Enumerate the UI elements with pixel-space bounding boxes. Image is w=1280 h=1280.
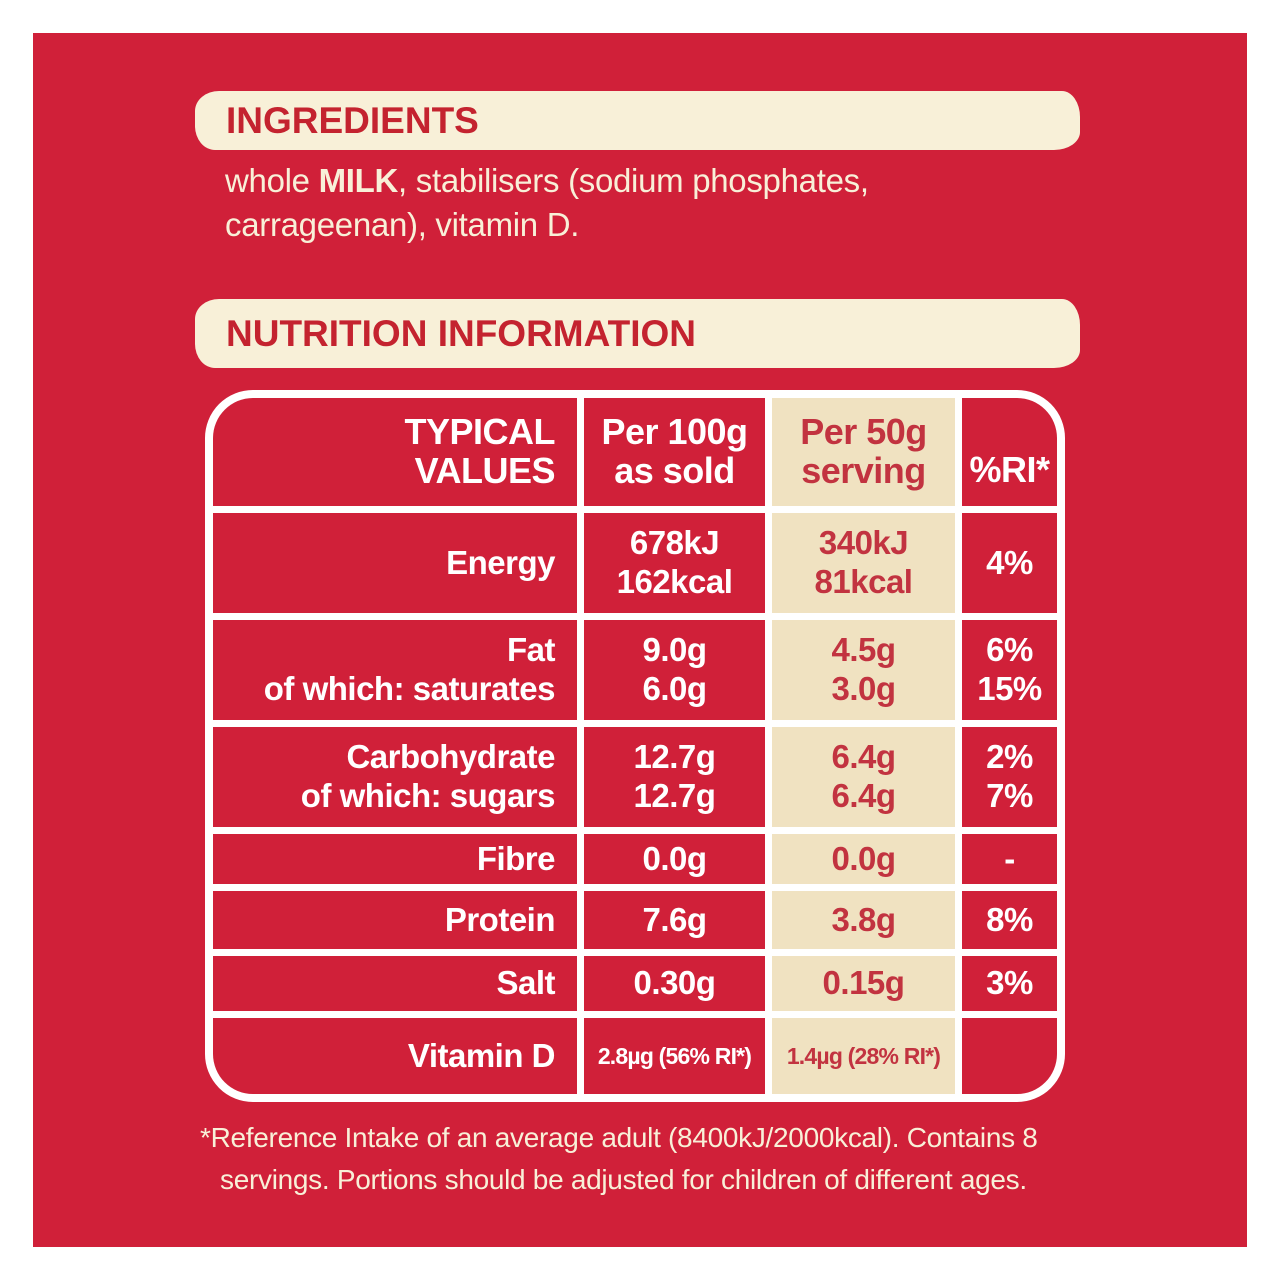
row-vitamin-d-per50: 1.4µg (28% RI*) bbox=[772, 1018, 955, 1094]
footnote-line-2: servings. Portions should be adjusted fo… bbox=[220, 1164, 1027, 1195]
row-salt-ri: 3% bbox=[962, 956, 1057, 1011]
ingredient-milk-allergen: MILK bbox=[318, 162, 399, 199]
row-carbohydrate-ri: 2% 7% bbox=[962, 727, 1057, 827]
footnote-line-1: *Reference Intake of an average adult (8… bbox=[200, 1122, 1038, 1153]
header-typical-values: TYPICAL VALUES bbox=[213, 398, 577, 506]
row-carbohydrate-label: Carbohydrate of which: sugars bbox=[213, 727, 577, 827]
ingredients-list: whole MILK, stabilisers (sodium phosphat… bbox=[225, 159, 1085, 247]
row-carbohydrate-per100: 12.7g 12.7g bbox=[584, 727, 765, 827]
ingredients-heading: INGREDIENTS bbox=[226, 99, 479, 141]
row-fat-ri: 6% 15% bbox=[962, 620, 1057, 720]
row-fibre-ri: - bbox=[962, 834, 1057, 884]
row-fat-label: Fat of which: saturates bbox=[213, 620, 577, 720]
ingredient-stabilisers: , stabilisers (sodium phosphates, bbox=[398, 162, 869, 199]
nutrition-heading: NUTRITION INFORMATION bbox=[226, 312, 696, 354]
row-salt-per100: 0.30g bbox=[584, 956, 765, 1011]
row-salt-per50: 0.15g bbox=[772, 956, 955, 1011]
row-vitamin-d-ri bbox=[962, 1018, 1057, 1094]
header-percent-ri: %RI* bbox=[962, 398, 1057, 506]
header-per-100g: Per 100g as sold bbox=[584, 398, 765, 506]
row-energy-label: Energy bbox=[213, 513, 577, 613]
reference-intake-footnote: *Reference Intake of an average adult (8… bbox=[200, 1117, 1190, 1201]
row-vitamin-d-label: Vitamin D bbox=[213, 1018, 577, 1094]
nutrition-banner: NUTRITION INFORMATION bbox=[195, 299, 1080, 368]
ingredient-whole: whole bbox=[225, 162, 319, 199]
row-protein-ri: 8% bbox=[962, 891, 1057, 949]
row-fibre-per100: 0.0g bbox=[584, 834, 765, 884]
ingredient-carrageenan-vitamin-d: carrageenan), vitamin D. bbox=[225, 205, 580, 243]
red-label-panel: INGREDIENTS whole MILK, stabilisers (sod… bbox=[33, 33, 1247, 1247]
row-fat-per50: 4.5g 3.0g bbox=[772, 620, 955, 720]
header-per-50g-serving: Per 50g serving bbox=[772, 398, 955, 506]
row-fat-per100: 9.0g 6.0g bbox=[584, 620, 765, 720]
row-carbohydrate-per50: 6.4g 6.4g bbox=[772, 727, 955, 827]
row-salt-label: Salt bbox=[213, 956, 577, 1011]
row-protein-per100: 7.6g bbox=[584, 891, 765, 949]
row-fibre-per50: 0.0g bbox=[772, 834, 955, 884]
row-energy-ri: 4% bbox=[962, 513, 1057, 613]
row-energy-per50: 340kJ 81kcal bbox=[772, 513, 955, 613]
row-vitamin-d-per100: 2.8µg (56% RI*) bbox=[584, 1018, 765, 1094]
nutrition-table: TYPICAL VALUES Per 100g as sold Per 50g … bbox=[205, 390, 1065, 1102]
ingredients-banner: INGREDIENTS bbox=[195, 91, 1080, 150]
row-fibre-label: Fibre bbox=[213, 834, 577, 884]
row-protein-per50: 3.8g bbox=[772, 891, 955, 949]
row-energy-per100: 678kJ 162kcal bbox=[584, 513, 765, 613]
row-protein-label: Protein bbox=[213, 891, 577, 949]
